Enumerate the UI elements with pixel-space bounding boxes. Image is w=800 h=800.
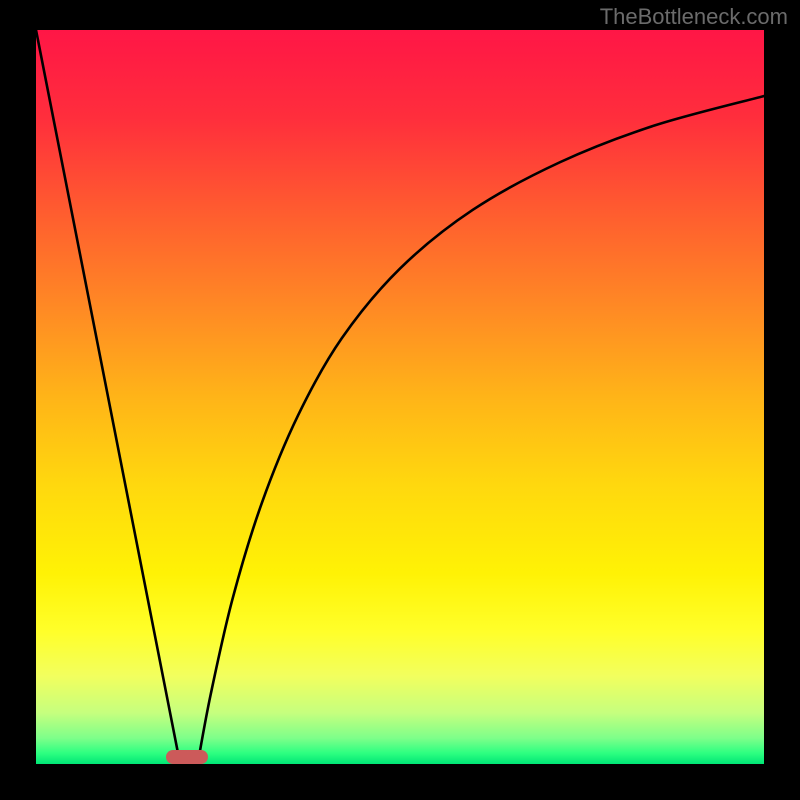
watermark-text: TheBottleneck.com <box>600 4 788 30</box>
plot-area <box>36 30 764 764</box>
bottleneck-curve <box>36 30 764 764</box>
chart-container: TheBottleneck.com <box>0 0 800 800</box>
curve-layer <box>36 30 764 764</box>
minimum-marker <box>166 750 208 764</box>
